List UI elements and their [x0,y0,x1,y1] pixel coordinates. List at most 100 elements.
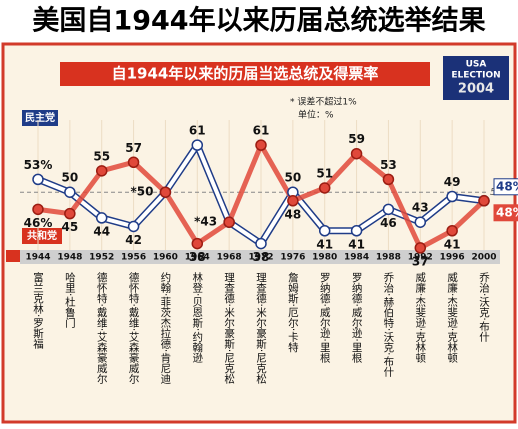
x-tick-label: 1996 [440,253,465,263]
data-label: 59 [348,132,365,146]
point [64,207,76,220]
x-tick-label: 1972 [248,253,273,263]
winner-name: 詹姆斯·厄尔·卡特 [287,271,299,352]
data-label: 53% [24,158,53,172]
badge-text: ELECTION [451,71,500,81]
data-label: 50 [285,171,302,185]
year-band [20,250,500,264]
data-label: 41 [348,237,365,251]
x-tick-label: 1980 [312,253,337,263]
x-tick-label: 1992 [408,253,433,263]
subtitle: 自1944年以来的历届当选总统及得票率 [112,65,379,83]
data-label: 38 [253,250,270,264]
data-label: 38 [189,250,206,264]
winner-name: 威廉·杰斐逊·克林顿 [414,271,426,363]
point [318,225,331,237]
badge-text: 2004 [458,82,494,97]
unit: 单位：% [298,109,334,121]
point [350,147,363,160]
point [64,186,76,198]
point [414,216,427,228]
data-label: 45 [62,220,79,234]
point [446,190,458,203]
data-label: 51 [316,166,333,180]
legend-entry: 民主党 [25,111,55,124]
point [350,225,363,237]
subtitle-bar [60,62,430,86]
data-label: *50 [130,185,153,199]
point [191,139,204,151]
point [95,212,108,224]
winner-name: 林登·贝恩斯·约翰逊 [191,271,203,363]
data-label: 61 [253,124,270,138]
point [223,216,235,228]
data-label: 41 [444,237,461,251]
chart-title: 美国自1944年以来历届总统选举结果 [32,5,485,37]
data-label: 50 [62,171,79,185]
point [255,237,267,250]
x-tick-label: 1960 [153,253,178,263]
point [159,186,172,198]
data-label: 57 [125,141,142,155]
party-tag [22,228,62,244]
winner-name: 哈里·杜鲁门 [64,271,76,328]
x-tick-label: 1984 [344,253,369,263]
point [287,195,299,207]
winner-name: 富兰克林·罗斯福 [32,271,44,349]
winner-name: 理查德·米尔豪斯·尼克松 [223,272,235,384]
label-box [493,204,518,222]
data-label: 61 [189,124,206,138]
label-box [493,178,518,196]
point [382,203,395,216]
winner-name: 理查德·米尔豪斯·尼克松 [255,272,267,384]
x-tick-label: 2000 [471,253,496,263]
data-label: 49 [444,175,461,189]
x-tick-label: 1952 [89,253,114,263]
legend-entry: 共和党 [27,229,57,242]
point [478,195,490,207]
note: * 误差不超过1% [290,96,357,108]
data-label: 43 [412,201,429,215]
data-label: 48% [496,205,518,219]
x-tick-label: 1976 [280,253,305,263]
data-label: 37 [412,254,429,268]
x-tick-label: 1988 [376,253,401,263]
x-tick-label: 1956 [121,253,146,263]
party-tag [22,110,58,126]
x-tick-label: 1944 [25,253,50,263]
data-label: 46 [380,216,397,230]
data-label: 48 [285,207,302,221]
x-tick-label: 1968 [217,253,242,263]
data-label: 41 [316,237,333,251]
winner-name: 乔治·赫伯特·沃克·布什 [382,272,394,377]
point [255,139,267,151]
point [446,225,458,237]
winner-name: 德怀特·戴维·艾森豪威尔 [128,271,140,383]
data-label: 53 [380,158,397,172]
winner-name: 约翰·菲茨杰拉德·肯尼迪 [159,271,171,384]
point [318,182,331,194]
winner-name: 乔治·沃克·布什 [478,272,490,342]
point [95,165,108,177]
badge-text: USA [466,60,487,70]
badge [443,56,509,100]
point [32,173,44,186]
data-label: 42 [125,233,142,247]
winner-name: 威廉·杰斐逊·克林顿 [446,271,458,363]
data-label: 46% [24,216,53,230]
data-label: *43 [194,215,217,229]
data-label: 55 [93,149,110,163]
x-tick-label: 1948 [57,253,82,263]
winner-name: 罗纳德·威尔逊·里根 [351,272,363,363]
point [32,203,44,216]
winner-name: 德怀特·戴维·艾森豪威尔 [96,271,108,383]
data-label: 44 [93,224,110,238]
point [127,220,140,233]
x-tick-label: 1964 [185,253,210,263]
winner-name: 罗纳德·威尔逊·里根 [319,272,331,363]
point [414,242,427,254]
data-label: 48% [496,179,518,193]
point [382,173,395,186]
point [127,156,140,168]
